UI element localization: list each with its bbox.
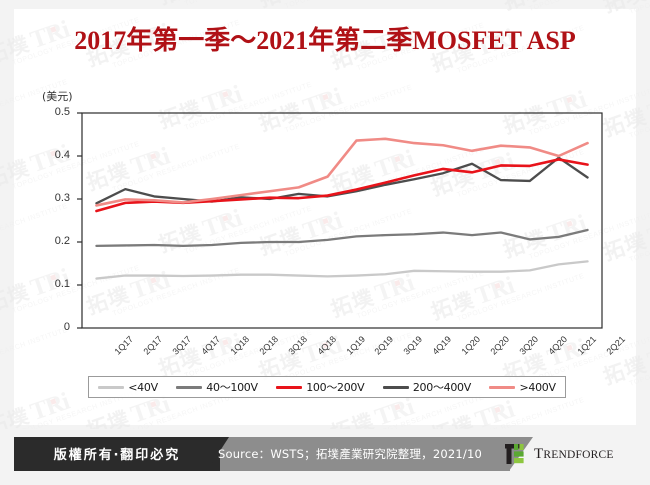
- copyright-text: 版權所有‧翻印必究: [53, 448, 181, 463]
- source-text: Source：WSTS；拓墣產業研究院整理，2021/10: [217, 447, 483, 461]
- legend-label: 100～200V: [306, 381, 365, 394]
- legend-label: 200～400V: [412, 381, 471, 394]
- y-axis-tick-label: 0.4: [54, 149, 70, 161]
- chart-series-line: [95, 228, 589, 248]
- legend-label: >400V: [519, 380, 556, 394]
- trendforce-mark-icon: [505, 444, 524, 464]
- legend-label: <40V: [128, 380, 158, 394]
- y-axis-tick-label: 0.5: [54, 106, 70, 118]
- legend-item-3[interactable]: 200～400V: [382, 379, 471, 395]
- legend-swatch-icon: [382, 385, 409, 389]
- legend-swatch-icon: [276, 385, 303, 389]
- page-title: 2017年第一季～2021年第二季MOSFET ASP: [74, 26, 576, 55]
- chart-series-line: [95, 158, 589, 213]
- content-panel: [14, 9, 636, 425]
- legend-swatch-icon: [176, 385, 203, 389]
- chart-legend: <40V 40～100V 100～200V 200～400V >400V: [88, 376, 566, 398]
- legend-swatch-icon: [98, 385, 125, 389]
- y-axis-tick-label: 0.2: [54, 235, 70, 247]
- legend-label: 40～100V: [206, 381, 258, 394]
- chart-series-line: [95, 137, 589, 207]
- trendforce-logo: TRENDFORCE: [505, 437, 650, 471]
- legend-item-4[interactable]: >400V: [489, 380, 556, 394]
- y-axis-tick-label: 0.1: [54, 278, 70, 290]
- legend-item-0[interactable]: <40V: [98, 381, 158, 394]
- plot-area-border: [81, 112, 603, 329]
- footer-source-band: [176, 437, 510, 471]
- footer-copyright-band-tail: [207, 437, 229, 471]
- legend-item-2[interactable]: 100～200V: [276, 379, 365, 395]
- trendforce-wordmark: TRENDFORCE: [534, 445, 614, 462]
- legend-swatch-icon: [489, 385, 516, 389]
- y-axis-tick-label: 0.3: [54, 192, 70, 204]
- chart-series-line: [95, 260, 589, 280]
- footer-copyright-band: [14, 437, 220, 471]
- legend-item-1[interactable]: 40～100V: [176, 379, 258, 395]
- y-axis-unit-label: (美元): [42, 90, 73, 103]
- y-axis-tick-label: 0: [63, 321, 70, 333]
